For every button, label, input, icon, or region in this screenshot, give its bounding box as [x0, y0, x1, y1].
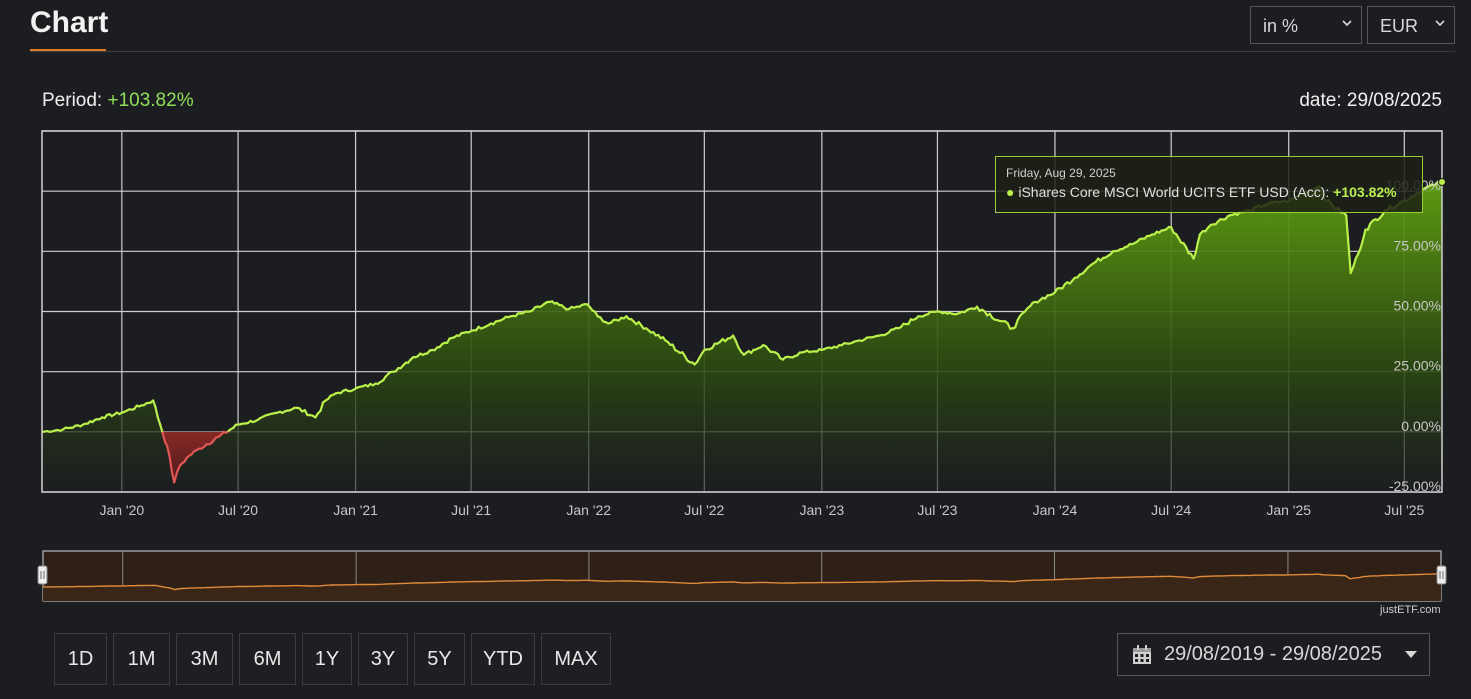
title-underline [30, 49, 106, 51]
calendar-icon [1133, 645, 1151, 664]
series-line-segment [1352, 257, 1357, 269]
series-line-segment [152, 399, 157, 409]
currency-select[interactable]: EUR [1367, 6, 1455, 44]
series-line-segment [734, 339, 740, 349]
series-line-segment [168, 454, 173, 473]
range-button-max[interactable]: MAX [541, 633, 611, 685]
range-navigator[interactable]: 202020212022202320242025 [0, 545, 1471, 615]
series-line-segment [319, 401, 325, 412]
series-line-segment [166, 445, 171, 458]
range-button-ytd[interactable]: YTD [471, 633, 535, 685]
series-line-segment [1345, 214, 1350, 245]
series-line-segment [1347, 242, 1352, 275]
series-line-segment [1014, 318, 1019, 329]
tooltip-series: iShares Core MSCI World UCITS ETF USD (A… [1018, 184, 1330, 200]
x-tick-label: Jul '23 [917, 502, 957, 518]
y-tick-label: 75.00% [1394, 237, 1441, 253]
period-value: +103.82% [107, 90, 194, 111]
header-divider [30, 51, 1455, 52]
series-line-segment [1194, 241, 1199, 254]
navigator-area [43, 573, 1441, 601]
series-line-segment [176, 464, 182, 474]
chevron-down-icon [1342, 20, 1352, 27]
date-range-value: 29/08/2019 - 29/08/2025 [1164, 643, 1382, 665]
range-button-3y[interactable]: 3Y [358, 633, 408, 685]
x-tick-label: Jul '20 [218, 502, 258, 518]
unit-select-value: in % [1263, 16, 1299, 36]
chart-credit: justETF.com [1380, 604, 1441, 616]
series-line-segment [1361, 228, 1367, 241]
series-line-segment [161, 431, 166, 443]
y-tick-label: 0.00% [1401, 418, 1441, 434]
x-tick-label: Jul '24 [1151, 502, 1191, 518]
series-line-segment [156, 416, 162, 426]
navigator-left-handle[interactable] [37, 565, 48, 585]
chevron-down-icon [1435, 20, 1445, 27]
range-button-6m[interactable]: 6M [239, 633, 296, 685]
x-tick-label: Jan '21 [333, 502, 378, 518]
series-line-segment [154, 406, 159, 419]
range-button-5y[interactable]: 5Y [414, 633, 465, 685]
range-button-1d[interactable]: 1D [54, 633, 107, 685]
range-button-1m[interactable]: 1M [113, 633, 170, 685]
x-tick-label: Jan '20 [99, 502, 144, 518]
unit-select[interactable]: in % [1250, 6, 1362, 44]
x-tick-label: Jan '22 [566, 502, 611, 518]
caret-down-icon [1405, 651, 1417, 658]
x-tick-label: Jan '23 [799, 502, 844, 518]
x-tick-label: Jul '21 [451, 502, 491, 518]
series-line-segment [1359, 238, 1365, 249]
x-tick-label: Jul '25 [1384, 502, 1424, 518]
y-tick-label: 50.00% [1394, 298, 1441, 314]
period-summary: Period: +103.82% [42, 90, 194, 112]
series-line-segment [173, 471, 179, 484]
period-label: Period: [42, 90, 103, 111]
series-line-segment [159, 423, 164, 434]
main-chart[interactable]: 100.00%75.00%50.00%25.00%0.00%-25.00% Ja… [0, 0, 1471, 530]
y-tick-label: 25.00% [1394, 358, 1441, 374]
plot-frame [41, 130, 1443, 493]
x-tick-label: Jan '25 [1266, 502, 1311, 518]
tooltip-value: +103.82% [1333, 184, 1397, 200]
range-button-3m[interactable]: 3M [176, 633, 233, 685]
hover-marker [1438, 177, 1446, 186]
series-marker-icon: ● [1006, 184, 1015, 200]
navigator-line [43, 573, 1442, 591]
series-area-positive [42, 182, 1442, 492]
range-button-1y[interactable]: 1Y [302, 633, 352, 685]
tooltip-date: Friday, Aug 29, 2025 [1006, 166, 1116, 180]
date-range-picker[interactable]: 29/08/2019 - 29/08/2025 [1117, 633, 1430, 676]
series-line-segment [1196, 233, 1202, 244]
currency-select-value: EUR [1380, 16, 1419, 36]
x-tick-label: Jan '24 [1033, 502, 1078, 518]
page-title: Chart [30, 6, 109, 39]
x-tick-label: Jul '22 [684, 502, 724, 518]
date-label: date: 29/08/2025 [1299, 90, 1442, 111]
navigator-right-handle[interactable] [1436, 565, 1447, 585]
y-tick-label: -25.00% [1389, 478, 1441, 494]
chart-tooltip: Friday, Aug 29, 2025 ● iShares Core MSCI… [995, 156, 1423, 213]
